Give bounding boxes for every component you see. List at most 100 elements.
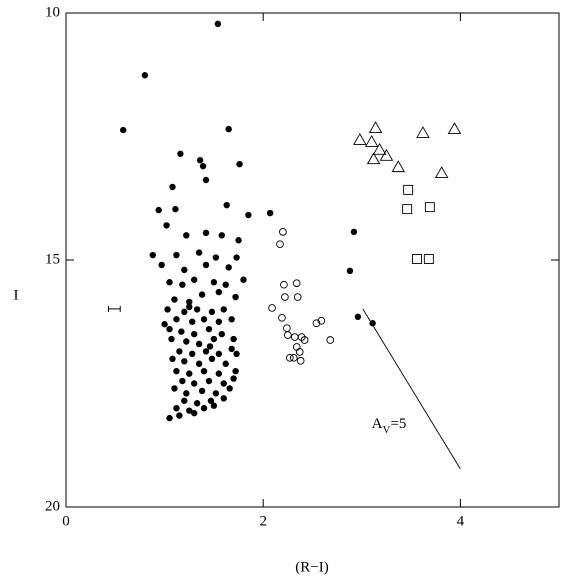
filled-point (233, 254, 240, 261)
filled-point (141, 72, 149, 79)
filled-point (220, 395, 227, 402)
filled-point (172, 205, 179, 213)
x-tick-label: 0 (62, 513, 70, 529)
reddening-vector (362, 308, 461, 470)
filled-point (119, 126, 127, 134)
open-point (295, 348, 304, 356)
filled-point (190, 409, 198, 417)
filled-point (193, 306, 201, 313)
filled-point (210, 402, 218, 409)
filled-point (186, 370, 193, 377)
filled-point (183, 338, 190, 345)
filled-point (230, 375, 237, 382)
open-point (285, 353, 294, 362)
filled-point (169, 355, 176, 362)
triangle-point (447, 122, 462, 135)
filled-point (178, 328, 185, 335)
x-tick-label: 2 (259, 513, 267, 529)
annotation-base: A (372, 416, 383, 432)
filled-point (230, 335, 237, 343)
filled-point (210, 279, 218, 286)
filled-point (236, 160, 243, 168)
open-point (292, 279, 301, 288)
filled-point (225, 125, 232, 133)
filled-point (207, 397, 215, 404)
open-point (290, 333, 299, 341)
filled-point (214, 20, 222, 28)
filled-point (186, 298, 193, 306)
y-axis-label: I (14, 287, 19, 303)
filled-point (233, 350, 240, 358)
filled-point (218, 330, 225, 338)
filled-point (223, 201, 230, 209)
open-point (326, 336, 335, 344)
filled-point (195, 340, 203, 348)
filled-point (173, 367, 180, 375)
open-point (280, 280, 288, 289)
filled-point (179, 377, 186, 385)
filled-point (346, 267, 354, 275)
filled-point (228, 316, 235, 323)
filled-point (205, 377, 213, 385)
filled-point (173, 316, 180, 323)
filled-point (171, 385, 178, 392)
open-point (293, 293, 302, 301)
filled-point (176, 348, 183, 355)
filled-point (245, 211, 252, 219)
open-point (289, 353, 298, 362)
triangle-point (379, 148, 394, 161)
open-point (284, 331, 292, 339)
filled-point (189, 350, 196, 358)
filled-point (181, 397, 188, 404)
filled-point (176, 412, 183, 419)
filled-point (266, 209, 274, 217)
filled-point (199, 162, 207, 170)
open-point (300, 336, 309, 344)
x-axis-label: (R−I) (295, 559, 328, 575)
triangle-point (372, 142, 387, 155)
filled-point (166, 325, 173, 333)
triangle-point (391, 160, 406, 173)
annotation-tail: =5 (390, 416, 406, 432)
filled-point (215, 318, 223, 325)
square-point (424, 202, 435, 213)
plot-frame (65, 12, 560, 508)
triangle-point (416, 126, 430, 138)
triangle-point (353, 133, 367, 145)
filled-point (195, 360, 203, 367)
open-point (279, 227, 287, 236)
filled-point (228, 345, 235, 353)
filled-point (166, 279, 173, 286)
filled-point (189, 318, 196, 325)
filled-point (220, 306, 227, 313)
open-point (283, 324, 291, 333)
filled-point (186, 407, 193, 414)
filled-point (149, 251, 156, 259)
filled-point (240, 276, 247, 283)
filled-point (190, 276, 198, 283)
filled-point (210, 335, 218, 343)
filled-point (183, 232, 190, 239)
filled-point (181, 266, 188, 274)
open-point (292, 343, 301, 351)
filled-point (181, 358, 188, 365)
open-point (276, 240, 284, 249)
filled-point (205, 325, 213, 333)
filled-point (200, 316, 208, 323)
filled-point (206, 343, 214, 350)
filled-point (164, 306, 171, 313)
square-point (423, 254, 434, 264)
filled-point (225, 264, 232, 271)
filled-point (354, 313, 362, 321)
y-tick-label: 15 (45, 251, 60, 267)
filled-point (226, 385, 233, 392)
triangle-point (366, 152, 381, 165)
open-point (281, 293, 289, 301)
filled-point (212, 254, 220, 261)
filled-point (190, 330, 198, 338)
filled-point (222, 281, 229, 288)
filled-point (350, 228, 358, 236)
filled-point (208, 308, 216, 316)
filled-point (215, 370, 223, 377)
open-point (317, 316, 326, 325)
